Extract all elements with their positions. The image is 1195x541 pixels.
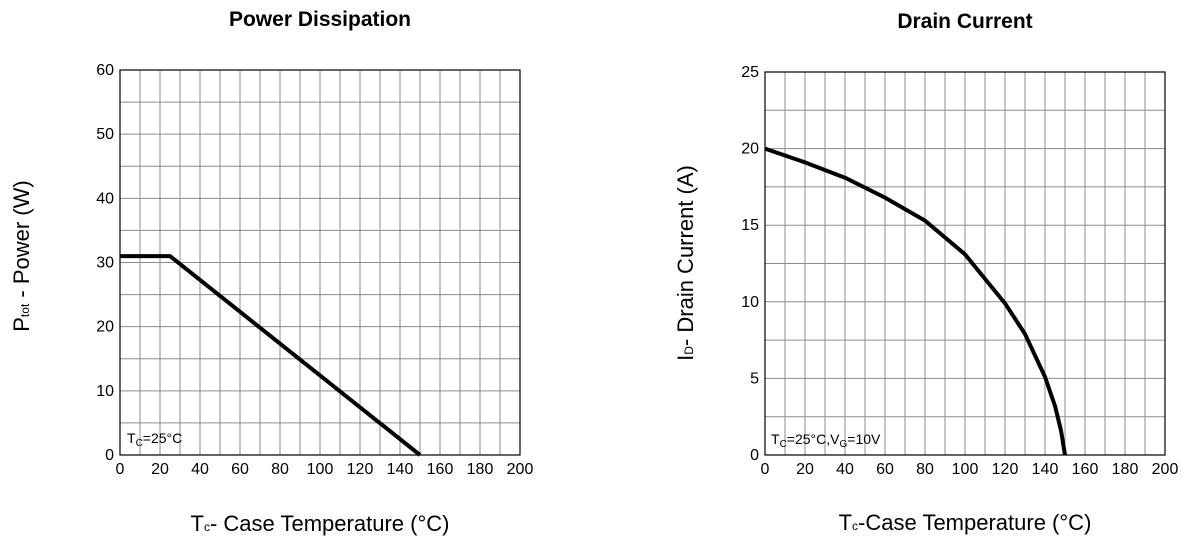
drain-y-tick-label: 25 [741, 64, 759, 81]
drain-x-label-main: T [838, 510, 853, 535]
power-x-axis-label: Tc- Case Temperature (°C) [120, 511, 520, 537]
drain-x-axis-label: Tc-Case Temperature (°C) [765, 510, 1165, 536]
power-x-tick-label: 180 [467, 461, 494, 478]
drain-x-tick-label: 40 [836, 461, 854, 478]
power-y-tick-label: 20 [96, 319, 114, 336]
drain-series-line [764, 146, 1067, 456]
power-y-tick-label: 30 [96, 255, 114, 272]
drain-x-tick-label: 140 [1032, 461, 1059, 478]
power-x-tick-label: 40 [191, 461, 209, 478]
drain-x-tick-label: 100 [952, 461, 979, 478]
drain-y-tick-label: 10 [741, 294, 759, 311]
drain-y-tick-label: 0 [750, 447, 759, 464]
drain-current-title: Drain Current [897, 10, 1033, 33]
power-y-tick-label: 0 [105, 447, 114, 464]
power-x-tick-label: 160 [427, 461, 454, 478]
drain-x-label-rest: -Case Temperature (°C) [858, 510, 1092, 535]
power-y-tick-label: 40 [96, 190, 114, 207]
power-x-tick-label: 140 [387, 461, 414, 478]
drain-y-tick-label: 15 [741, 217, 759, 234]
power-x-tick-label: 20 [151, 461, 169, 478]
drain-plot-frame [764, 71, 1166, 456]
power-x-tick-label: 80 [271, 461, 289, 478]
power-series-line [120, 254, 422, 457]
drain-x-tick-label: 80 [916, 461, 934, 478]
power-x-tick-label: 200 [507, 461, 534, 478]
power-x-tick-label: 0 [116, 461, 125, 478]
power-x-tick-label: 60 [231, 461, 249, 478]
drain-x-tick-label: 20 [796, 461, 814, 478]
power-y-tick-label: 10 [96, 383, 114, 400]
power-x-label-sub: c [203, 520, 210, 534]
drain-x-tick-label: 160 [1072, 461, 1099, 478]
drain-x-tick-label: 0 [761, 461, 770, 478]
drain-condition-annotation: TC=25°C,VG=10V [771, 431, 881, 450]
drain-x-label-sub: c [852, 519, 859, 533]
power-y-tick-label: 50 [96, 126, 114, 143]
drain-x-tick-label: 60 [876, 461, 894, 478]
power-x-tick-label: 120 [347, 461, 374, 478]
power-x-label-rest: - Case Temperature (°C) [209, 511, 450, 536]
drain-x-tick-label: 200 [1152, 461, 1179, 478]
power-condition-annotation: TC=25°C [127, 430, 182, 449]
power-x-tick-label: 100 [307, 461, 334, 478]
power-y-tick-label: 60 [96, 62, 114, 79]
power-dissipation-title: Power Dissipation [228, 8, 412, 31]
power-plot-frame [119, 69, 521, 456]
drain-x-tick-label: 180 [1112, 461, 1139, 478]
power-x-label-main: T [190, 511, 204, 536]
drain-y-tick-label: 20 [741, 141, 759, 158]
drain-x-tick-label: 120 [992, 461, 1019, 478]
drain-y-tick-label: 5 [750, 370, 759, 387]
